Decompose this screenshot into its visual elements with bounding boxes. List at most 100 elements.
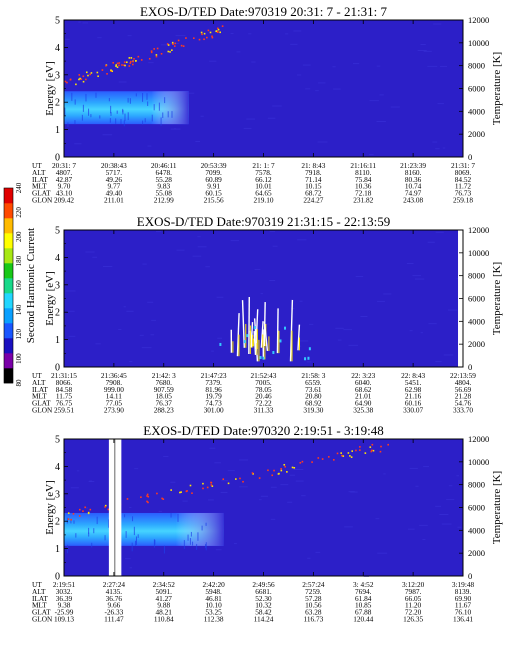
speckle — [124, 64, 126, 67]
colorbar-tick-label: 240 — [15, 182, 23, 193]
speckle — [87, 512, 90, 515]
speckle — [104, 504, 107, 507]
band-texture — [170, 513, 172, 518]
speckle — [219, 31, 221, 34]
noise-mark — [127, 35, 132, 37]
patch-mark — [243, 340, 246, 344]
speckle — [280, 467, 282, 470]
noise-mark — [420, 43, 426, 45]
y2-tick-label: 10000 — [468, 457, 489, 467]
table-row-header: ILAT — [32, 594, 48, 603]
band-texture — [205, 542, 207, 551]
table-cell: 75.84 — [355, 175, 372, 184]
noise-mark — [134, 468, 139, 470]
table-cell: 8066. — [56, 378, 73, 387]
speckle — [186, 490, 188, 492]
table-cell: 5091. — [156, 587, 173, 596]
noise-mark — [215, 549, 222, 551]
y-axis-label: Energy [eV] — [44, 480, 56, 534]
speckle — [156, 47, 159, 50]
speckle — [379, 450, 382, 453]
table-row-header: GLAT — [32, 399, 51, 408]
table-cell: 21.16 — [405, 392, 422, 401]
ion-band-fade — [64, 91, 189, 125]
noise-mark — [88, 480, 95, 482]
speckle — [116, 62, 119, 65]
table-cell: -26.33 — [104, 608, 123, 617]
band-texture — [124, 514, 126, 518]
table-cell: 58.42 — [255, 608, 272, 617]
colorbar-frame — [3, 187, 14, 384]
colorbar-swatch — [4, 188, 13, 204]
speckle — [235, 478, 237, 480]
band-texture — [167, 111, 169, 118]
noise-mark — [343, 329, 352, 331]
table-cell: 333.70 — [453, 406, 473, 415]
speckle — [189, 484, 192, 487]
table-cell: 9.88 — [157, 601, 170, 610]
noise-mark — [236, 51, 241, 53]
speckle — [89, 73, 91, 76]
colorbar-tick-label: 120 — [15, 329, 23, 340]
table-cell: 66.05 — [405, 594, 422, 603]
speckle — [112, 61, 115, 64]
speckle — [179, 491, 181, 494]
speckle — [242, 480, 244, 483]
table-cell: 62.98 — [405, 385, 422, 394]
speckle — [200, 31, 203, 34]
colorbar-tick-label: 180 — [15, 255, 23, 266]
noise-mark — [447, 309, 458, 311]
spike-mark — [250, 322, 254, 348]
noise-mark — [129, 360, 133, 362]
speckle — [351, 450, 353, 452]
table-row-header: UT — [32, 371, 42, 380]
speckle — [153, 48, 155, 50]
band-texture — [110, 111, 112, 116]
band-texture — [135, 536, 137, 546]
speckle — [69, 78, 72, 81]
noise-mark — [414, 278, 425, 280]
table-cell: -25.99 — [55, 608, 74, 617]
band-texture — [91, 542, 93, 548]
noise-mark — [285, 33, 289, 35]
noise-mark — [85, 251, 95, 253]
speckle — [355, 449, 357, 452]
speckle — [105, 64, 107, 67]
noise-mark — [230, 240, 240, 242]
noise-mark — [65, 290, 76, 292]
noise-mark — [65, 38, 70, 40]
speckle — [252, 473, 254, 475]
table-cell: 49.26 — [106, 175, 123, 184]
table-cell: 60.16 — [405, 399, 422, 408]
table-cell: 273.90 — [104, 406, 124, 415]
table-cell: 42.87 — [56, 175, 73, 184]
spike-mark — [289, 299, 294, 362]
band-texture — [131, 542, 133, 552]
noise-mark — [260, 495, 269, 497]
patch-mark — [272, 351, 275, 355]
table-cell: 3: 4:52 — [353, 580, 374, 589]
speckle — [171, 49, 173, 51]
noise-mark — [272, 105, 282, 107]
speckle — [123, 61, 126, 63]
speckle — [166, 43, 169, 45]
speckle — [167, 50, 170, 53]
noise-mark — [419, 524, 428, 526]
speckle — [146, 500, 148, 503]
speckle — [267, 469, 269, 472]
speckle — [156, 492, 158, 495]
speckle — [101, 69, 104, 71]
band-texture — [88, 532, 90, 537]
speckle — [78, 78, 80, 81]
noise-mark — [158, 510, 162, 512]
band-texture — [144, 118, 146, 123]
speckle — [173, 45, 176, 47]
band-texture — [88, 108, 90, 116]
band-texture — [142, 120, 144, 125]
noise-mark — [415, 485, 419, 487]
speckle — [216, 31, 219, 33]
speckle — [191, 492, 193, 494]
colorbar-tick-label: 100 — [15, 353, 23, 364]
table-cell: 10.01 — [255, 182, 272, 191]
band-texture — [88, 527, 90, 534]
